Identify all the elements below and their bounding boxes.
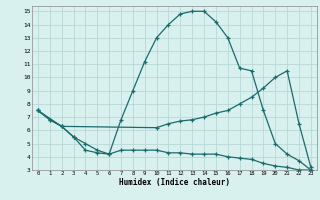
X-axis label: Humidex (Indice chaleur): Humidex (Indice chaleur) xyxy=(119,178,230,187)
